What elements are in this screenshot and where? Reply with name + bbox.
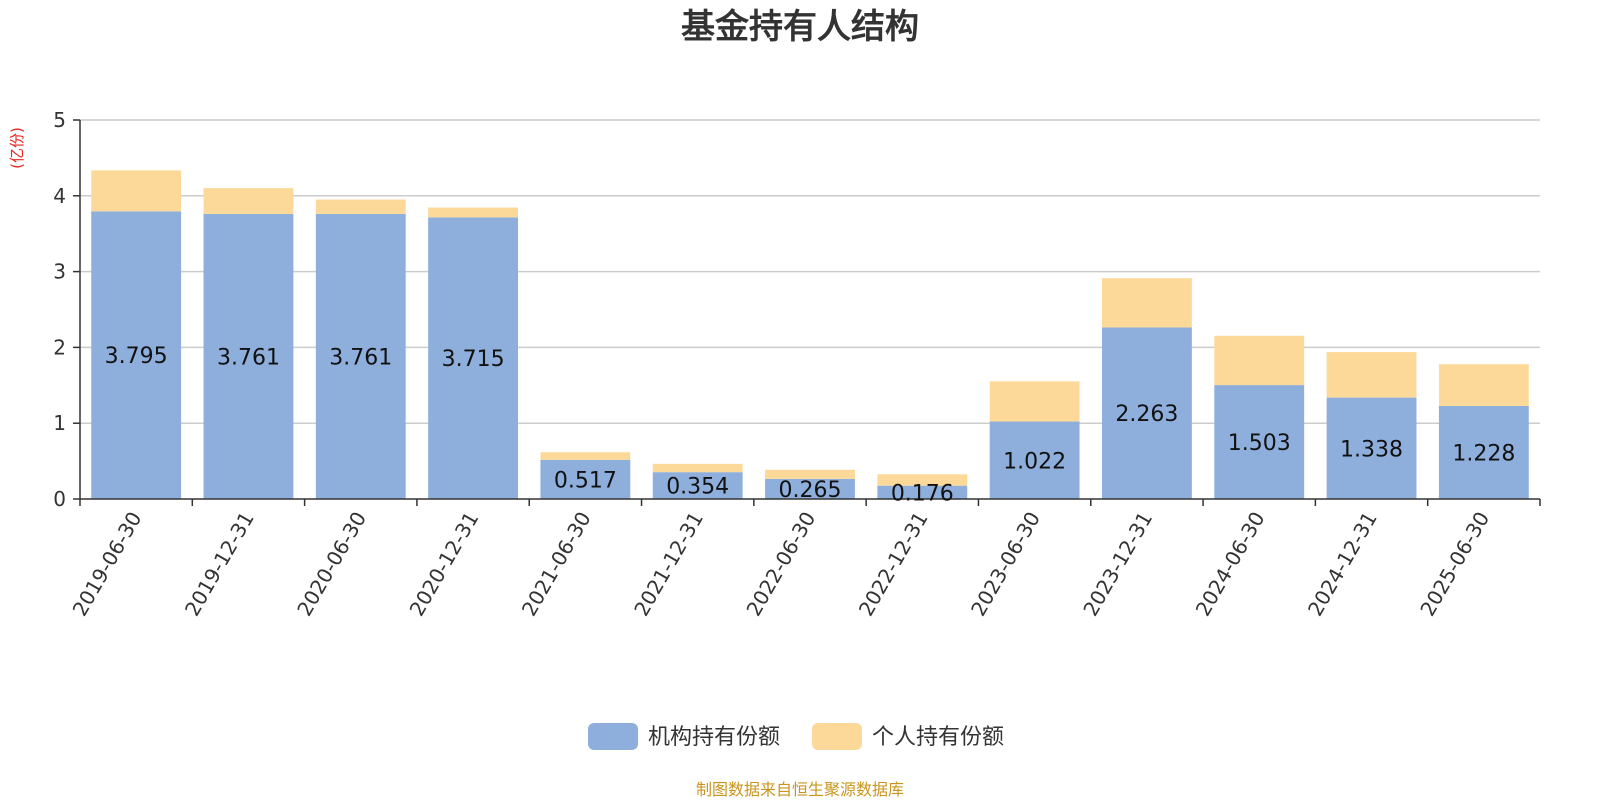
bar-institutional-2021-06-30[interactable]	[540, 459, 631, 499]
x-tick-label-2019-06-30: 2019-06-30	[68, 508, 147, 621]
x-tick-label-2023-06-30: 2023-06-30	[966, 508, 1045, 621]
legend-label-institutional[interactable]: 机构持有份额	[648, 725, 780, 750]
bar-individual-2021-12-31[interactable]	[652, 463, 743, 473]
x-tick-label-2022-12-31: 2022-12-31	[854, 508, 933, 621]
y-tick-label-2: 2	[53, 335, 66, 359]
x-tick-label-2020-06-30: 2020-06-30	[292, 508, 371, 621]
data-labels: 3.795 3.761 3.761 3.715 0.517 0.354 0.265 0.176…	[105, 344, 1516, 506]
data-source-note: 制图数据来自恒生聚源数据库	[696, 780, 904, 799]
bar-institutional-2024-06-30[interactable]	[1214, 385, 1305, 499]
bar-institutional-2023-12-31[interactable]	[1102, 327, 1192, 499]
bar-institutional-2022-06-30[interactable]	[765, 478, 855, 499]
data-label-institutional-2021-06-30: 0.517	[554, 468, 617, 493]
y-axis-unit-label: (亿份)	[8, 127, 26, 169]
bar-institutional-2023-06-30[interactable]	[989, 421, 1080, 499]
legend: 机构持有份额 个人持有份额	[588, 723, 1004, 750]
x-tick-label-2024-12-31: 2024-12-31	[1303, 508, 1382, 621]
data-label-institutional-2021-12-31: 0.354	[666, 475, 729, 500]
bar-individual-2024-06-30[interactable]	[1214, 335, 1305, 386]
bar-institutional-2019-06-30[interactable]	[91, 211, 182, 500]
bars	[91, 170, 1529, 500]
bar-individual-2019-06-30[interactable]	[91, 170, 182, 212]
x-tick-label-2024-06-30: 2024-06-30	[1191, 508, 1270, 621]
bar-individual-2020-06-30[interactable]	[315, 199, 406, 214]
data-label-institutional-2019-06-30: 3.795	[105, 344, 168, 369]
data-label-institutional-2023-06-30: 1.022	[1003, 449, 1066, 474]
data-label-institutional-2020-06-30: 3.761	[329, 345, 392, 370]
bar-individual-2025-06-30[interactable]	[1438, 364, 1529, 406]
grid-lines	[80, 119, 1540, 424]
data-label-institutional-2024-06-30: 1.503	[1228, 431, 1291, 456]
y-tick-label-4: 4	[53, 184, 66, 208]
x-tick-label-2019-12-31: 2019-12-31	[180, 508, 259, 621]
y-tick-label-1: 1	[53, 411, 66, 435]
y-tick-label-5: 5	[53, 108, 66, 132]
x-tick-label-2020-12-31: 2020-12-31	[405, 508, 484, 621]
data-label-institutional-2020-12-31: 3.715	[442, 347, 505, 372]
x-tick-label-2021-06-30: 2021-06-30	[517, 508, 596, 621]
x-tick-label-2021-12-31: 2021-12-31	[629, 508, 708, 621]
bar-individual-2021-06-30[interactable]	[540, 452, 631, 460]
bar-individual-2019-12-31[interactable]	[203, 188, 294, 214]
data-label-institutional-2022-12-31: 0.176	[891, 481, 954, 506]
legend-label-individual[interactable]: 个人持有份额	[872, 725, 1004, 750]
x-tick-label-2022-06-30: 2022-06-30	[741, 508, 820, 621]
bar-institutional-2019-12-31[interactable]	[203, 213, 294, 499]
bar-institutional-2022-12-31[interactable]	[877, 485, 968, 499]
bar-individual-2023-06-30[interactable]	[989, 381, 1080, 422]
bar-individual-2020-12-31[interactable]	[428, 207, 518, 218]
bar-institutional-2020-12-31[interactable]	[428, 217, 518, 499]
data-label-institutional-2019-12-31: 3.761	[217, 345, 280, 370]
bar-individual-2024-12-31[interactable]	[1326, 352, 1417, 398]
legend-swatch-individual[interactable]	[812, 723, 862, 750]
y-tick-label-0: 0	[53, 487, 66, 511]
x-tick-label-2023-12-31: 2023-12-31	[1078, 508, 1157, 621]
data-label-institutional-2023-12-31: 2.263	[1115, 402, 1178, 427]
bar-institutional-2021-12-31[interactable]	[652, 472, 743, 499]
bar-individual-2023-12-31[interactable]	[1102, 278, 1192, 328]
bar-institutional-2025-06-30[interactable]	[1438, 405, 1529, 499]
bar-institutional-2020-06-30[interactable]	[315, 213, 406, 499]
data-label-institutional-2022-06-30: 0.265	[779, 478, 842, 503]
chart-title: 基金持有人结构	[681, 7, 919, 47]
data-label-institutional-2025-06-30: 1.228	[1452, 441, 1515, 466]
bar-individual-2022-06-30[interactable]	[765, 469, 855, 479]
y-tick-label-3: 3	[53, 260, 66, 284]
bar-institutional-2024-12-31[interactable]	[1326, 397, 1417, 499]
data-label-institutional-2024-12-31: 1.338	[1340, 437, 1403, 462]
x-tick-label-2025-06-30: 2025-06-30	[1415, 508, 1494, 621]
legend-swatch-institutional[interactable]	[588, 723, 638, 750]
bar-individual-2022-12-31[interactable]	[877, 474, 968, 486]
